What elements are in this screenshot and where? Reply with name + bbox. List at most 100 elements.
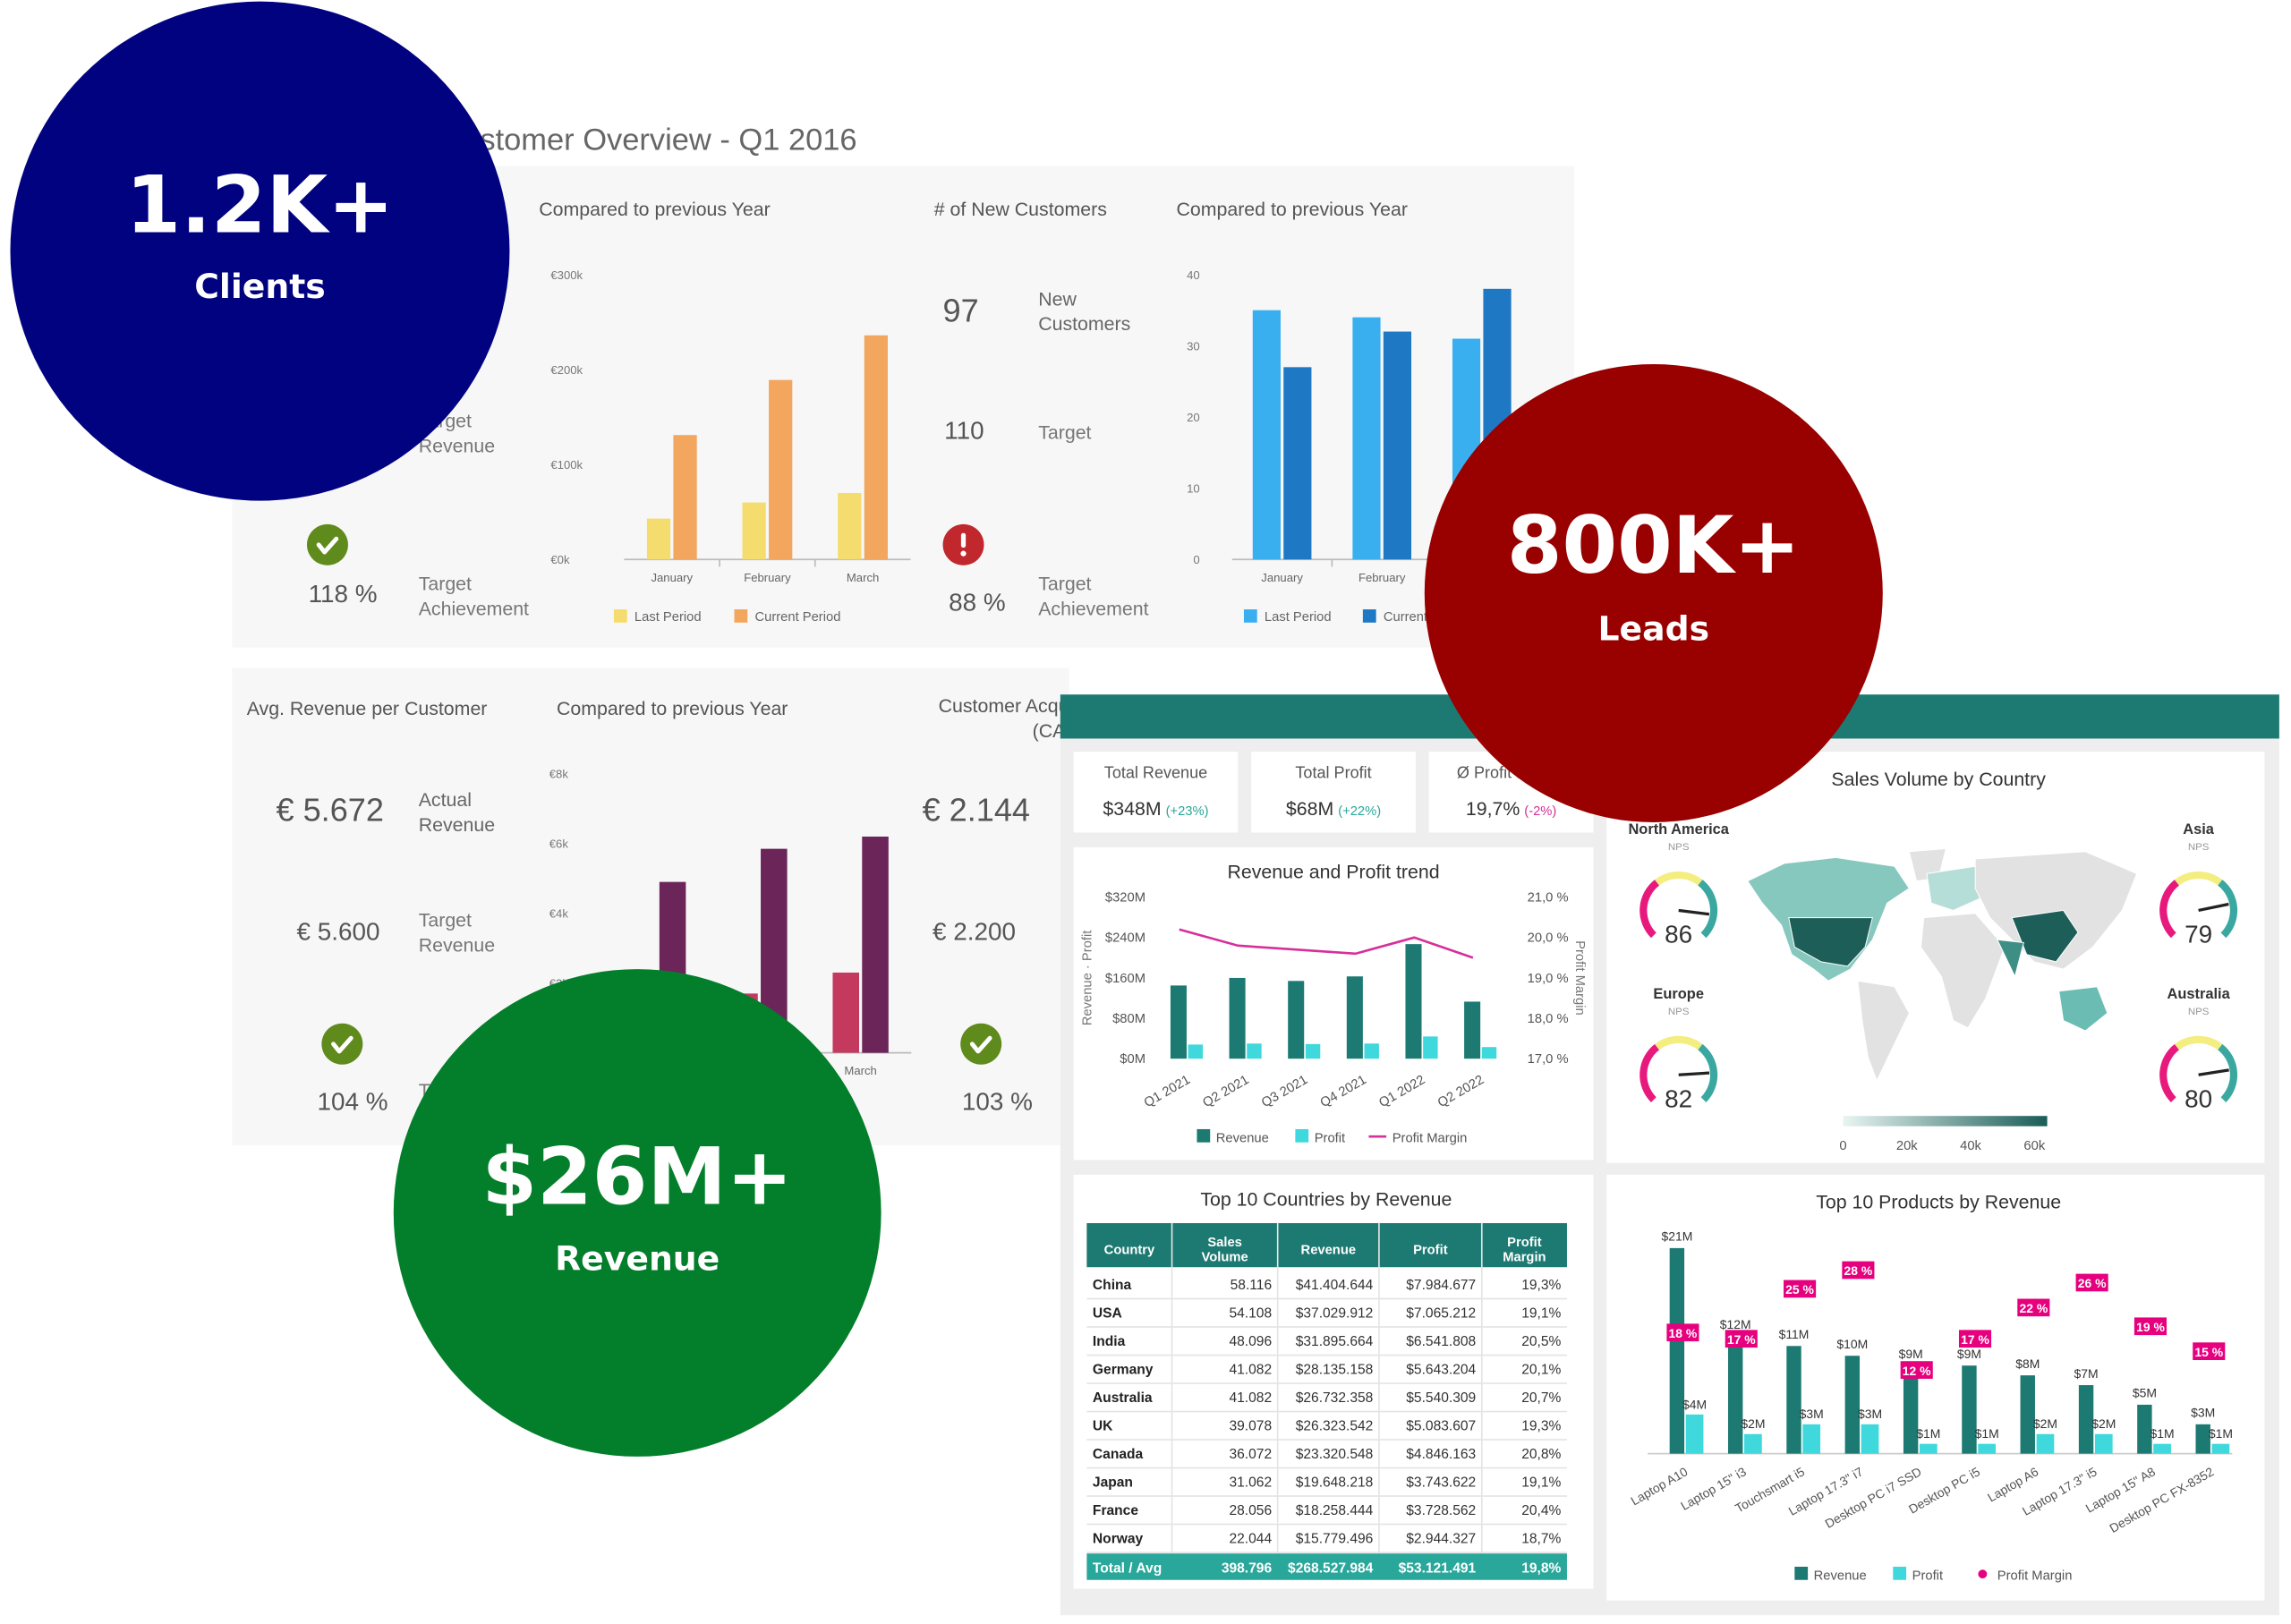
cell: 31.062 (1229, 1475, 1272, 1490)
total-cell: 19,8% (1521, 1561, 1561, 1577)
cell: 36.072 (1229, 1447, 1272, 1462)
data-label: $9M (1899, 1347, 1923, 1361)
data-label: $12M (1720, 1317, 1751, 1331)
data-label: $2M (1741, 1416, 1765, 1431)
kpi-value: $348M (+23%) (1103, 798, 1208, 820)
label: Achievement (1038, 599, 1148, 620)
cell: 58.116 (1231, 1278, 1273, 1293)
gauge-value: 82 (1665, 1084, 1692, 1112)
cell: $5.083.607 (1406, 1418, 1476, 1433)
scale-tick-label: 20k (1896, 1139, 1918, 1153)
cell: China (1093, 1278, 1132, 1293)
bar (1423, 1036, 1438, 1059)
badge-label: Revenue (555, 1239, 720, 1279)
cell: $6.541.808 (1406, 1334, 1476, 1349)
kpi-value: € 2.144 (923, 791, 1030, 828)
legend-swatch (1893, 1566, 1907, 1580)
cell: 20,5% (1521, 1334, 1561, 1349)
margin-label: 17 % (1727, 1332, 1756, 1347)
data-label: $8M (2015, 1356, 2040, 1371)
margin-marker (1666, 1323, 1699, 1342)
bar (2094, 1433, 2113, 1454)
kpi-target: € 5.600 (296, 917, 379, 945)
region-sublabel: NPS (2188, 1007, 2210, 1017)
y-tick-label: 0 (1193, 553, 1199, 566)
margin-label: 15 % (2194, 1345, 2223, 1359)
chart-box (1606, 1174, 2265, 1601)
chart-title: Top 10 Products by Revenue (1816, 1192, 2061, 1213)
bar (832, 972, 859, 1053)
bar (742, 502, 766, 560)
cell: 20,4% (1521, 1503, 1561, 1518)
bar (1383, 331, 1412, 560)
kpi-target: € 2.200 (933, 917, 1016, 945)
map-region (2058, 986, 2108, 1032)
y-tick-label: $160M (1105, 972, 1146, 986)
margin-marker (1842, 1261, 1875, 1280)
legend-swatch (613, 609, 627, 623)
chart-title: Sales Volume by Country (1831, 769, 2046, 790)
legend-swatch (1295, 1128, 1309, 1143)
gauge-arc (1698, 1043, 1718, 1102)
data-label: $7M (2074, 1366, 2099, 1381)
cell: 20,8% (1521, 1447, 1561, 1462)
y-tick-label: €300k (550, 268, 583, 282)
cell: 28.056 (1229, 1503, 1272, 1518)
y-tick-label: $0M (1120, 1052, 1146, 1067)
map-region (2011, 909, 2079, 963)
kpi-number: 19,7% (1466, 798, 1520, 820)
y-tick-label: 30 (1187, 339, 1200, 353)
bar (769, 379, 793, 560)
region-label: Europe (1653, 986, 1704, 1002)
legend-swatch (734, 609, 748, 623)
cell: $41.404.644 (1296, 1278, 1374, 1293)
bar (2195, 1424, 2210, 1454)
dashboard-title: Customer Overview - Q1 2016 (440, 123, 856, 157)
gauge-arc (1655, 871, 1703, 886)
gauge-arc (2174, 1035, 2223, 1050)
table-header (1086, 1222, 1567, 1268)
check-mark (969, 1035, 992, 1054)
margin-marker (2075, 1273, 2108, 1292)
data-label: $1M (1916, 1426, 1940, 1441)
data-label: $21M (1661, 1229, 1692, 1244)
check-mark (316, 536, 339, 555)
gauge-arc (1639, 880, 1660, 939)
map-region (1920, 913, 2006, 1029)
cell: 19,1% (1521, 1475, 1561, 1490)
bar (864, 335, 888, 560)
total-cell: $268.527.984 (1288, 1561, 1374, 1577)
bar (673, 435, 697, 560)
cell: Canada (1093, 1447, 1144, 1462)
legend-swatch (1243, 609, 1257, 623)
cell: $5.643.204 (1406, 1362, 1476, 1377)
chart-title: Compared to previous Year (1176, 199, 1407, 220)
y-tick-label: 40 (1187, 268, 1200, 282)
gauge-needle (1678, 1071, 1710, 1076)
map-region (1974, 851, 2138, 970)
kpi-percent: 118 % (309, 580, 378, 608)
gauge-needle (1678, 908, 1710, 916)
label: Target (1038, 574, 1091, 595)
bar (1464, 1001, 1481, 1059)
region-sublabel: NPS (1668, 842, 1690, 853)
bar (1283, 367, 1312, 560)
column-header: Margin (1503, 1251, 1546, 1265)
bar (2036, 1433, 2055, 1454)
gauge-value: 80 (2185, 1084, 2212, 1112)
legend-label: Profit Margin (1997, 1569, 2073, 1584)
scale-tick-label: 60k (2023, 1139, 2045, 1153)
badge-label: Leads (1598, 609, 1710, 649)
label: Revenue (419, 435, 495, 456)
gauge-value: 86 (1665, 921, 1692, 948)
cell: $3.728.562 (1406, 1503, 1476, 1518)
y2-tick-label: 20,0 % (1528, 931, 1569, 946)
scale-tick-label: 0 (1839, 1139, 1846, 1153)
kpi-value: 97 (943, 292, 979, 328)
legend-label: Revenue (1814, 1569, 1867, 1584)
bar (1364, 1043, 1379, 1059)
cell: USA (1093, 1305, 1122, 1321)
legend-label: Revenue (1216, 1132, 1269, 1146)
x-tick-label: February (1358, 571, 1406, 584)
